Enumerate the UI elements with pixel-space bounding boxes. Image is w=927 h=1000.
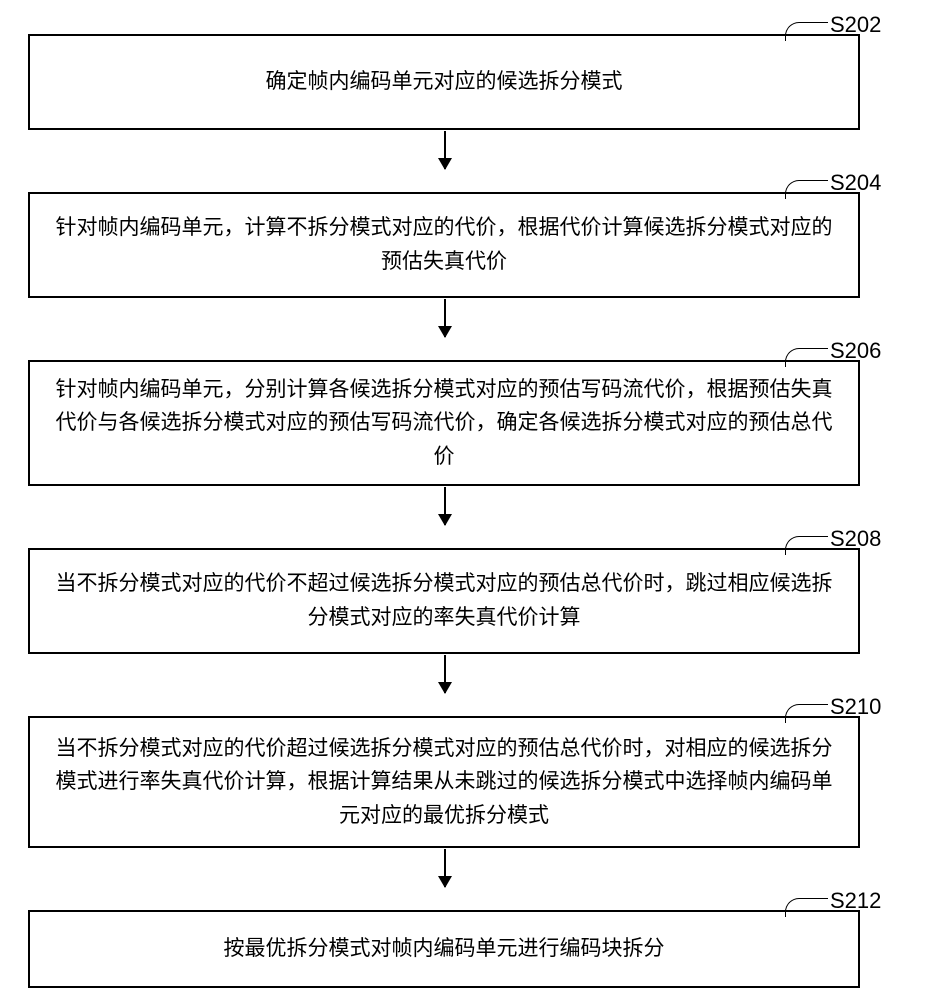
label-connector-s210	[785, 704, 828, 723]
step-box-s204: 针对帧内编码单元，计算不拆分模式对应的代价，根据代价计算候选拆分模式对应的预估失…	[28, 192, 860, 298]
label-connector-s202	[785, 22, 828, 41]
step-label-s208: S208	[830, 526, 881, 552]
label-connector-s204	[785, 180, 828, 199]
step-text-s210: 当不拆分模式对应的代价超过候选拆分模式对应的预估总代价时，对相应的候选拆分模式进…	[46, 732, 842, 833]
arrow-down-icon	[444, 655, 446, 693]
flowchart-canvas: 确定帧内编码单元对应的候选拆分模式 S202 针对帧内编码单元，计算不拆分模式对应的…	[0, 0, 927, 1000]
step-box-s206: 针对帧内编码单元，分别计算各候选拆分模式对应的预估写码流代价，根据预估失真代价与…	[28, 360, 860, 486]
step-label-s204: S204	[830, 170, 881, 196]
arrow-down-icon	[444, 487, 446, 525]
label-connector-s212	[785, 898, 828, 917]
step-text-s212: 按最优拆分模式对帧内编码单元进行编码块拆分	[224, 932, 665, 966]
step-text-s208: 当不拆分模式对应的代价不超过候选拆分模式对应的预估总代价时，跳过相应候选拆分模式…	[46, 567, 842, 634]
arrow-down-icon	[444, 849, 446, 887]
step-box-s208: 当不拆分模式对应的代价不超过候选拆分模式对应的预估总代价时，跳过相应候选拆分模式…	[28, 548, 860, 654]
step-box-s202: 确定帧内编码单元对应的候选拆分模式	[28, 34, 860, 130]
step-text-s206: 针对帧内编码单元，分别计算各候选拆分模式对应的预估写码流代价，根据预估失真代价与…	[46, 373, 842, 474]
step-label-s212: S212	[830, 888, 881, 914]
step-text-s204: 针对帧内编码单元，计算不拆分模式对应的代价，根据代价计算候选拆分模式对应的预估失…	[46, 211, 842, 278]
arrow-down-icon	[444, 131, 446, 169]
step-box-s212: 按最优拆分模式对帧内编码单元进行编码块拆分	[28, 910, 860, 988]
arrow-down-icon	[444, 299, 446, 337]
step-text-s202: 确定帧内编码单元对应的候选拆分模式	[266, 65, 623, 99]
step-box-s210: 当不拆分模式对应的代价超过候选拆分模式对应的预估总代价时，对相应的候选拆分模式进…	[28, 716, 860, 848]
label-connector-s206	[785, 348, 828, 367]
step-label-s202: S202	[830, 12, 881, 38]
step-label-s206: S206	[830, 338, 881, 364]
label-connector-s208	[785, 536, 828, 555]
step-label-s210: S210	[830, 694, 881, 720]
